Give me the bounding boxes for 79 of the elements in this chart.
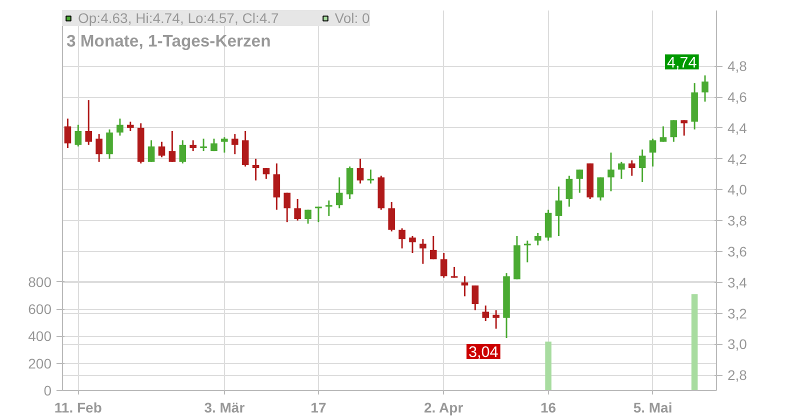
candlestick (409, 235, 416, 254)
candlestick (440, 252, 448, 278)
y2-tick-label: 800 (28, 274, 52, 290)
candlestick (367, 168, 374, 184)
x-tick-label: 3. Mär (204, 400, 246, 416)
candlestick (680, 119, 688, 136)
y-tick-label: 2,8 (728, 367, 748, 384)
candlestick (85, 99, 92, 146)
candlestick (304, 209, 312, 224)
candlestick (116, 118, 124, 136)
y-tick-label: 3,6 (728, 243, 748, 260)
candlestick (649, 138, 656, 168)
x-tick-label: 17 (310, 400, 326, 416)
y-tick-label: 4,6 (728, 89, 748, 106)
candlestick (74, 124, 82, 148)
y2-tick-label: 200 (28, 355, 52, 372)
candlestick (262, 167, 270, 180)
candlestick (534, 232, 542, 246)
candlestick (670, 119, 678, 143)
candlestick (326, 200, 332, 217)
candlestick (566, 175, 573, 208)
y-tick-label: 3,8 (728, 212, 748, 229)
y-tick-label: 4,2 (728, 150, 748, 167)
candlestick (315, 206, 322, 223)
candlestick (472, 284, 479, 311)
candlestick (64, 118, 72, 149)
candlestick (492, 309, 500, 330)
candlestick (420, 238, 426, 265)
legend-label: Vol: 0 (334, 10, 370, 26)
text: 3 Monate, 1-Tages-Kerzen (66, 32, 271, 50)
candlestick (576, 168, 584, 194)
candlestick (231, 133, 238, 155)
candlestick (524, 240, 531, 264)
legend-label: Op:4.63, Hi:4.74, Lo:4.57, Cl:4.7 (78, 10, 279, 26)
candlestick (356, 158, 364, 184)
candlestick (597, 176, 604, 202)
candlestick (430, 235, 437, 260)
candlestick (618, 161, 625, 180)
candlestick (190, 140, 196, 152)
y-tick-label: 4,8 (728, 58, 748, 74)
candlestick (221, 136, 228, 154)
candlestick (158, 141, 166, 158)
y-tick-label: 4,4 (728, 120, 748, 136)
candlestick (127, 120, 134, 132)
candlestick (398, 228, 406, 250)
annotation: 3,04 (468, 344, 499, 361)
candlestick (555, 186, 562, 237)
y-tick-label: 3,0 (728, 336, 748, 352)
y-tick-label: 3,4 (728, 274, 748, 290)
candlestick (482, 304, 490, 322)
candlestick (702, 74, 708, 102)
candlestick (252, 158, 260, 182)
candlestick (388, 201, 395, 232)
y-tick-label: 3,2 (728, 305, 748, 322)
candlestick (200, 138, 207, 152)
candlestick (106, 128, 113, 160)
candlestick (660, 126, 667, 143)
y-tick-label: 4,0 (728, 182, 748, 198)
candlestick (628, 160, 636, 177)
x-tick-label: 16 (540, 400, 556, 416)
x-tick-label: 11. Feb (54, 400, 102, 416)
candlestick (294, 198, 301, 222)
x-tick-label: 5. Mai (633, 400, 672, 416)
y2-tick-label: 600 (28, 301, 52, 318)
candlestick (638, 148, 646, 183)
candlestick (148, 140, 155, 163)
candlestick (336, 176, 343, 209)
candlestick (273, 162, 280, 211)
annotation: 4,74 (666, 54, 698, 72)
candlestick (461, 275, 468, 298)
candlestick (96, 133, 102, 163)
x-tick-label: 2. Apr (424, 400, 464, 416)
candlestick (210, 138, 218, 152)
candlestick (284, 192, 291, 223)
y2-tick-label: 400 (28, 328, 52, 344)
candlestick (608, 152, 614, 192)
candlestick (179, 140, 186, 164)
y2-tick-label: 0 (44, 382, 52, 398)
candlestick (168, 130, 176, 163)
